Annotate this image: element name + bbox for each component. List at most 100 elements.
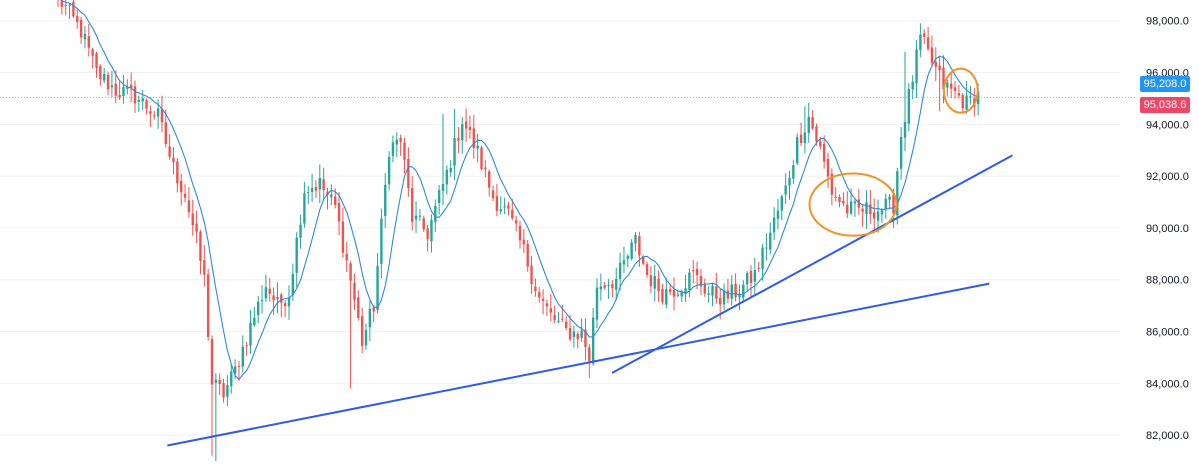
- candle-body: [426, 228, 429, 240]
- candle-body: [772, 217, 776, 233]
- candle-body: [257, 301, 260, 316]
- candle-body: [230, 371, 233, 387]
- candle-body: [156, 108, 160, 117]
- candle-body: [95, 53, 98, 68]
- candle-body: [719, 298, 722, 305]
- candle-body: [418, 215, 422, 217]
- candle-body: [776, 210, 780, 219]
- candle-body: [222, 383, 225, 398]
- candle-body: [811, 117, 814, 129]
- candle-body: [376, 265, 379, 311]
- y-tick-label: 92,000.0: [1146, 171, 1189, 183]
- candle-body: [796, 137, 799, 164]
- candle-body: [218, 379, 221, 385]
- candle-body: [337, 202, 341, 222]
- candle-body: [661, 288, 664, 303]
- candle-body: [203, 260, 206, 275]
- candle-body: [611, 284, 614, 289]
- y-tick-label: 98,000.0: [1146, 16, 1189, 28]
- candle-body: [253, 317, 256, 326]
- candle-body: [68, 4, 71, 6]
- candle-body: [688, 272, 691, 290]
- candle-body: [245, 345, 248, 347]
- moving-average-line: [60, 0, 979, 381]
- candle-body: [110, 85, 114, 88]
- candle-body: [684, 288, 687, 295]
- candle-body: [561, 318, 564, 320]
- candle-body: [642, 256, 645, 264]
- candle-body: [449, 167, 452, 173]
- candle-body: [360, 316, 364, 346]
- candle-body: [849, 201, 853, 214]
- candle-body: [591, 317, 595, 364]
- candle-body: [630, 242, 633, 259]
- candle-body: [137, 99, 141, 102]
- candle-body: [249, 322, 252, 346]
- candle-body: [911, 81, 914, 90]
- candle-body: [607, 285, 610, 287]
- candle-body: [657, 278, 660, 292]
- candle-body: [318, 177, 321, 190]
- price-label-last: 95,208.0: [1140, 76, 1190, 93]
- candle-body: [349, 263, 352, 281]
- candle-body: [553, 314, 556, 321]
- candle-body: [699, 275, 703, 287]
- candle-body: [114, 83, 117, 96]
- candle-body: [880, 210, 884, 215]
- candle-body: [649, 275, 653, 287]
- candle-body: [511, 209, 514, 219]
- candle-body: [892, 194, 895, 214]
- candle-body: [572, 331, 576, 337]
- candle-body: [761, 247, 764, 269]
- candle-body: [668, 289, 672, 293]
- candle-body: [295, 237, 298, 273]
- candle-body: [445, 169, 449, 185]
- candle-body: [749, 270, 753, 284]
- candle-body: [923, 33, 926, 38]
- candle-body: [287, 297, 291, 307]
- candle-body: [734, 283, 737, 298]
- candle-body: [476, 145, 479, 149]
- candle-body: [149, 111, 152, 114]
- candle-body: [141, 98, 144, 102]
- candle-body: [857, 199, 860, 208]
- candle-body: [926, 37, 930, 49]
- candle-body: [126, 86, 129, 89]
- candle-body: [237, 365, 241, 367]
- candle-body: [441, 184, 445, 191]
- candle-body: [145, 100, 148, 109]
- candle-body: [437, 190, 441, 204]
- candle-body: [842, 200, 845, 204]
- candle-body: [268, 288, 271, 294]
- candle-body: [464, 121, 468, 129]
- candle-body: [79, 19, 83, 38]
- candle-body: [414, 215, 418, 220]
- candle-body: [538, 292, 541, 298]
- candle-body: [884, 198, 887, 210]
- candle-body: [576, 333, 579, 340]
- candle-body: [846, 204, 849, 214]
- candle-body: [888, 196, 891, 200]
- candle-body: [603, 285, 606, 288]
- candle-body: [299, 224, 302, 238]
- candle-body: [391, 142, 395, 157]
- candle-body: [260, 300, 264, 302]
- candle-body: [953, 87, 957, 91]
- candle-body: [899, 137, 903, 169]
- candle-body: [803, 132, 807, 144]
- candle-body: [965, 95, 968, 110]
- candle-body: [195, 223, 198, 232]
- candle-body: [488, 171, 491, 188]
- candle-body: [634, 235, 637, 244]
- annotation-ellipse: [942, 67, 979, 114]
- candle-body: [133, 86, 137, 104]
- candle-body: [915, 49, 918, 84]
- candle-body: [60, 0, 64, 7]
- candle-body: [838, 196, 841, 203]
- candle-body: [387, 157, 391, 185]
- candle-body: [957, 93, 961, 96]
- candle-body: [807, 116, 810, 134]
- candle-body: [599, 286, 603, 290]
